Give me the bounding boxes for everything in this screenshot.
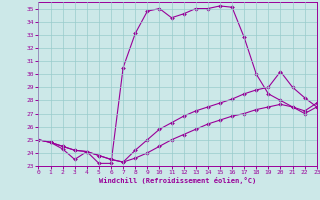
X-axis label: Windchill (Refroidissement éolien,°C): Windchill (Refroidissement éolien,°C) bbox=[99, 177, 256, 184]
